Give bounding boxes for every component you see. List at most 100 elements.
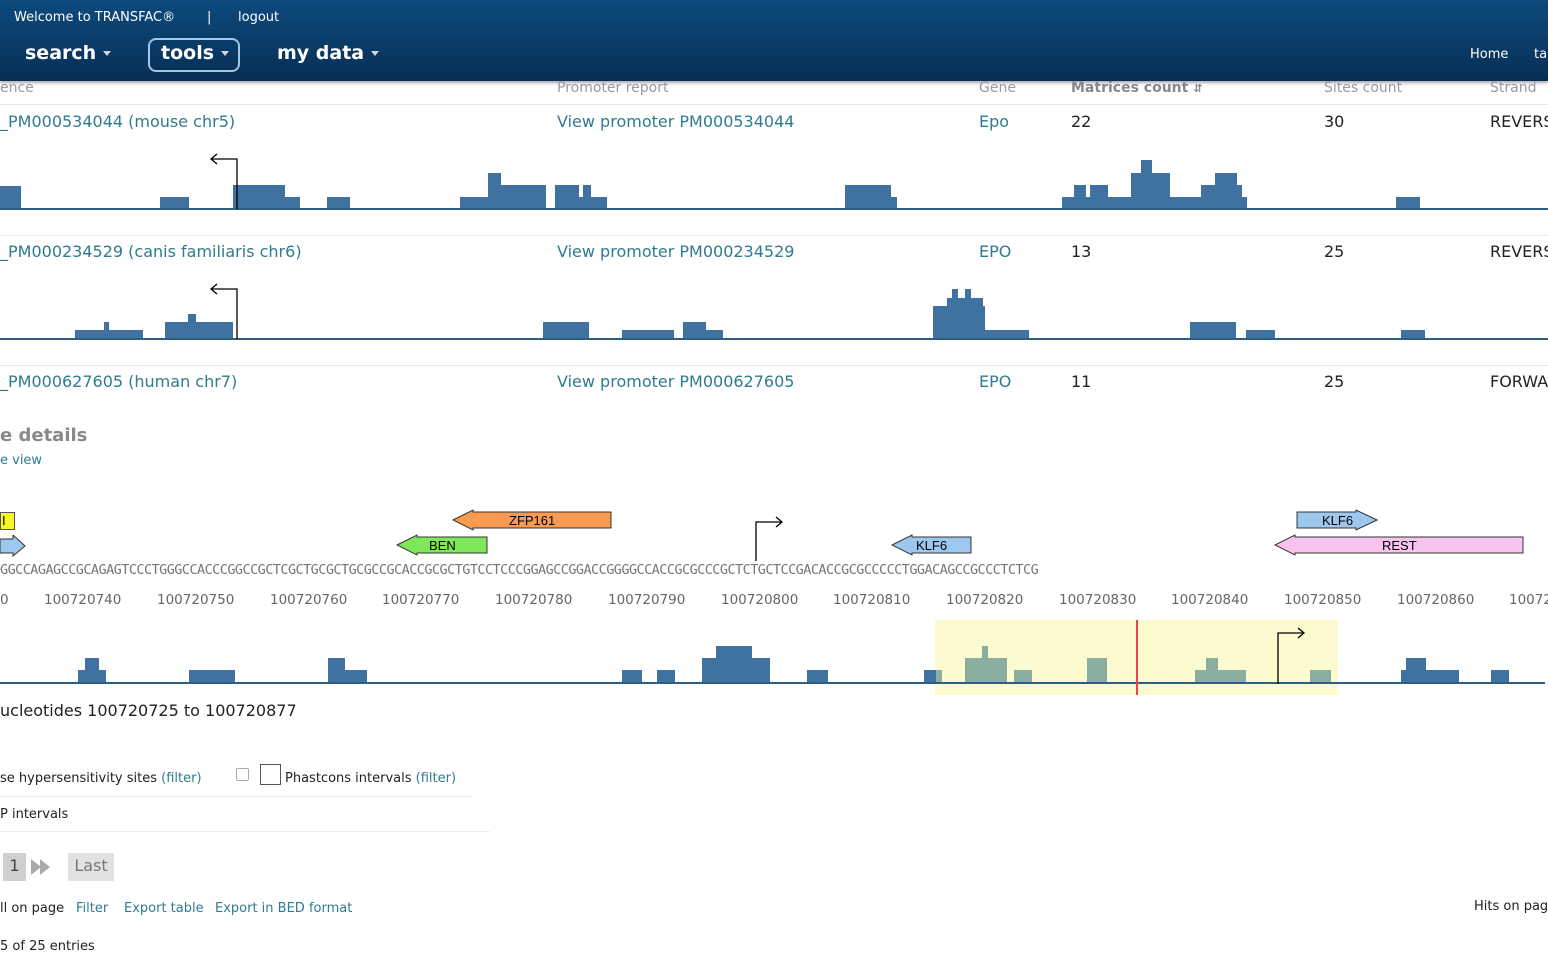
nav-tools-menu[interactable]: tools (161, 42, 230, 64)
details-title: e details (0, 425, 88, 446)
col-strand[interactable]: Strand (1490, 80, 1537, 96)
col-sites-count[interactable]: Sites count (1324, 80, 1403, 96)
nav-mydata-menu[interactable]: my data (277, 42, 380, 64)
site-ben-arrow[interactable] (396, 534, 488, 556)
coord-label: 100720740 (44, 592, 122, 608)
top-header-bar (0, 0, 1548, 81)
row1-strand: REVERS (1490, 112, 1548, 131)
coord-label: 100720840 (1171, 592, 1249, 608)
nav-tools-highlight (148, 38, 240, 72)
entries-count-text: 5 of 25 entries (0, 939, 95, 954)
hits-on-page-label: Hits on pag (1474, 899, 1548, 914)
cut-header-link[interactable]: ta (1534, 47, 1548, 62)
col-promoter-report[interactable]: Promoter report (557, 80, 669, 96)
coord-label: 100720820 (946, 592, 1024, 608)
row1-matrices: 22 (1071, 112, 1092, 131)
row-divider (0, 104, 1548, 105)
site-zfp161-label: ZFP161 (509, 513, 556, 528)
chip-track-label: P intervals (0, 807, 69, 822)
phastcons-label-text: Phastcons intervals (285, 771, 412, 786)
row3-promoter-link[interactable]: View promoter PM000627605 (557, 372, 795, 391)
site-cut-blue-arrow[interactable] (0, 535, 27, 557)
nav-tools-label: tools (161, 42, 215, 64)
dnase-label-text: se hypersensitivity sites (0, 771, 158, 786)
coord-label: 100720770 (382, 592, 460, 608)
row3-strand: FORWA (1490, 372, 1548, 391)
site-zfp161-arrow[interactable] (452, 509, 612, 531)
row3-gene-link[interactable]: EPO (979, 372, 1012, 391)
row1-sites: 30 (1324, 112, 1345, 131)
site-klf6-arrow[interactable] (891, 534, 973, 556)
row2-matrices: 13 (1071, 242, 1092, 261)
dnase-track-label: se hypersensitivity sites (filter) (0, 771, 202, 786)
coord-label: 100720790 (608, 592, 686, 608)
coord-label: 100720760 (270, 592, 348, 608)
site-cut-yellow[interactable]: I (0, 512, 15, 530)
home-link[interactable]: Home (1470, 47, 1509, 62)
site-rest-label: REST (1382, 538, 1417, 553)
site-cut-label: I (2, 513, 6, 528)
site-rest-arrow[interactable] (1274, 534, 1525, 556)
phastcons-filter-link[interactable]: (filter) (415, 771, 457, 786)
export-bed-link[interactable]: Export in BED format (215, 901, 353, 916)
row-divider (0, 365, 1548, 366)
site-klf6-forward-label: KLF6 (1322, 513, 1354, 528)
export-table-link[interactable]: Export table (124, 901, 204, 916)
nucleotide-range-text: ucleotides 100720725 to 100720877 (0, 701, 297, 720)
coord-label: 100720860 (1397, 592, 1475, 608)
coord-label: 100720830 (1059, 592, 1137, 608)
row-divider (0, 235, 1548, 236)
tss-forward-arrow-icon (755, 516, 784, 561)
row1-gene-link[interactable]: Epo (979, 112, 1010, 131)
col-matrices-label: Matrices count (1071, 80, 1189, 96)
row2-gene-link[interactable]: EPO (979, 242, 1012, 261)
coord-label: 10072 (1509, 592, 1548, 608)
row3-matrices: 11 (1071, 372, 1092, 391)
row1-promoter-link[interactable]: View promoter PM000534044 (557, 112, 795, 131)
col-matrices-count[interactable]: Matrices count ⇵ (1071, 80, 1202, 96)
site-klf6-forward-arrow[interactable] (1296, 509, 1378, 531)
row2-strand: REVERS (1490, 242, 1548, 261)
coord-label: 100720750 (157, 592, 235, 608)
nucleotide-sequence: GGCCAGAGCCGCAGAGTCCCTGGGCCACCCGGCCGCTCGC… (0, 562, 1039, 578)
details-view-link[interactable]: e view (0, 453, 43, 468)
position-marker[interactable] (1136, 620, 1138, 695)
dnase-checkbox[interactable] (236, 768, 249, 781)
filter-link[interactable]: Filter (76, 901, 109, 916)
nav-search-menu[interactable]: search (25, 42, 112, 64)
coord-label: 100720800 (721, 592, 799, 608)
col-gene[interactable]: Gene (979, 80, 1016, 96)
coord-label: 0 (0, 592, 9, 608)
row1-track-axis (0, 208, 1548, 210)
tss-arrow-icon (209, 283, 238, 339)
row3-sequence-link[interactable]: _PM000627605 (human chr7) (0, 372, 238, 391)
logout-link[interactable]: logout (238, 10, 280, 25)
coord-label: 100720810 (833, 592, 911, 608)
chevron-down-icon (371, 51, 380, 56)
pager-last-button[interactable]: Last (68, 853, 114, 881)
site-klf6-label: KLF6 (916, 538, 948, 553)
phastcons-track-label: Phastcons intervals (filter) (285, 771, 456, 786)
row2-promoter-link[interactable]: View promoter PM000234529 (557, 242, 795, 261)
row2-sites: 25 (1324, 242, 1345, 261)
row2-sequence-link[interactable]: _PM000234529 (canis familiaris chr6) (0, 242, 302, 261)
dnase-filter-link[interactable]: (filter) (161, 771, 202, 786)
nav-search-label: search (25, 42, 97, 64)
option-divider (0, 796, 472, 797)
detail-track-axis (0, 682, 1545, 684)
nav-mydata-label: my data (277, 42, 365, 64)
chevron-down-icon (221, 51, 230, 56)
pager-current-page[interactable]: 1 (3, 853, 26, 881)
header-separator: | (207, 10, 212, 25)
tss-forward-arrow-icon (1277, 627, 1306, 684)
all-on-page-label: ll on page (0, 901, 65, 916)
col-sequence[interactable]: ence (0, 80, 34, 96)
row1-sequence-link[interactable]: _PM000534044 (mouse chr5) (0, 112, 236, 131)
site-ben-label: BEN (429, 538, 456, 553)
phastcons-checkbox[interactable] (260, 764, 281, 785)
sort-icon: ⇵ (1193, 82, 1203, 95)
next-page-icon[interactable] (30, 857, 52, 877)
coord-label: 100720780 (495, 592, 573, 608)
row2-track-axis (0, 338, 1548, 340)
coord-label: 100720850 (1284, 592, 1362, 608)
